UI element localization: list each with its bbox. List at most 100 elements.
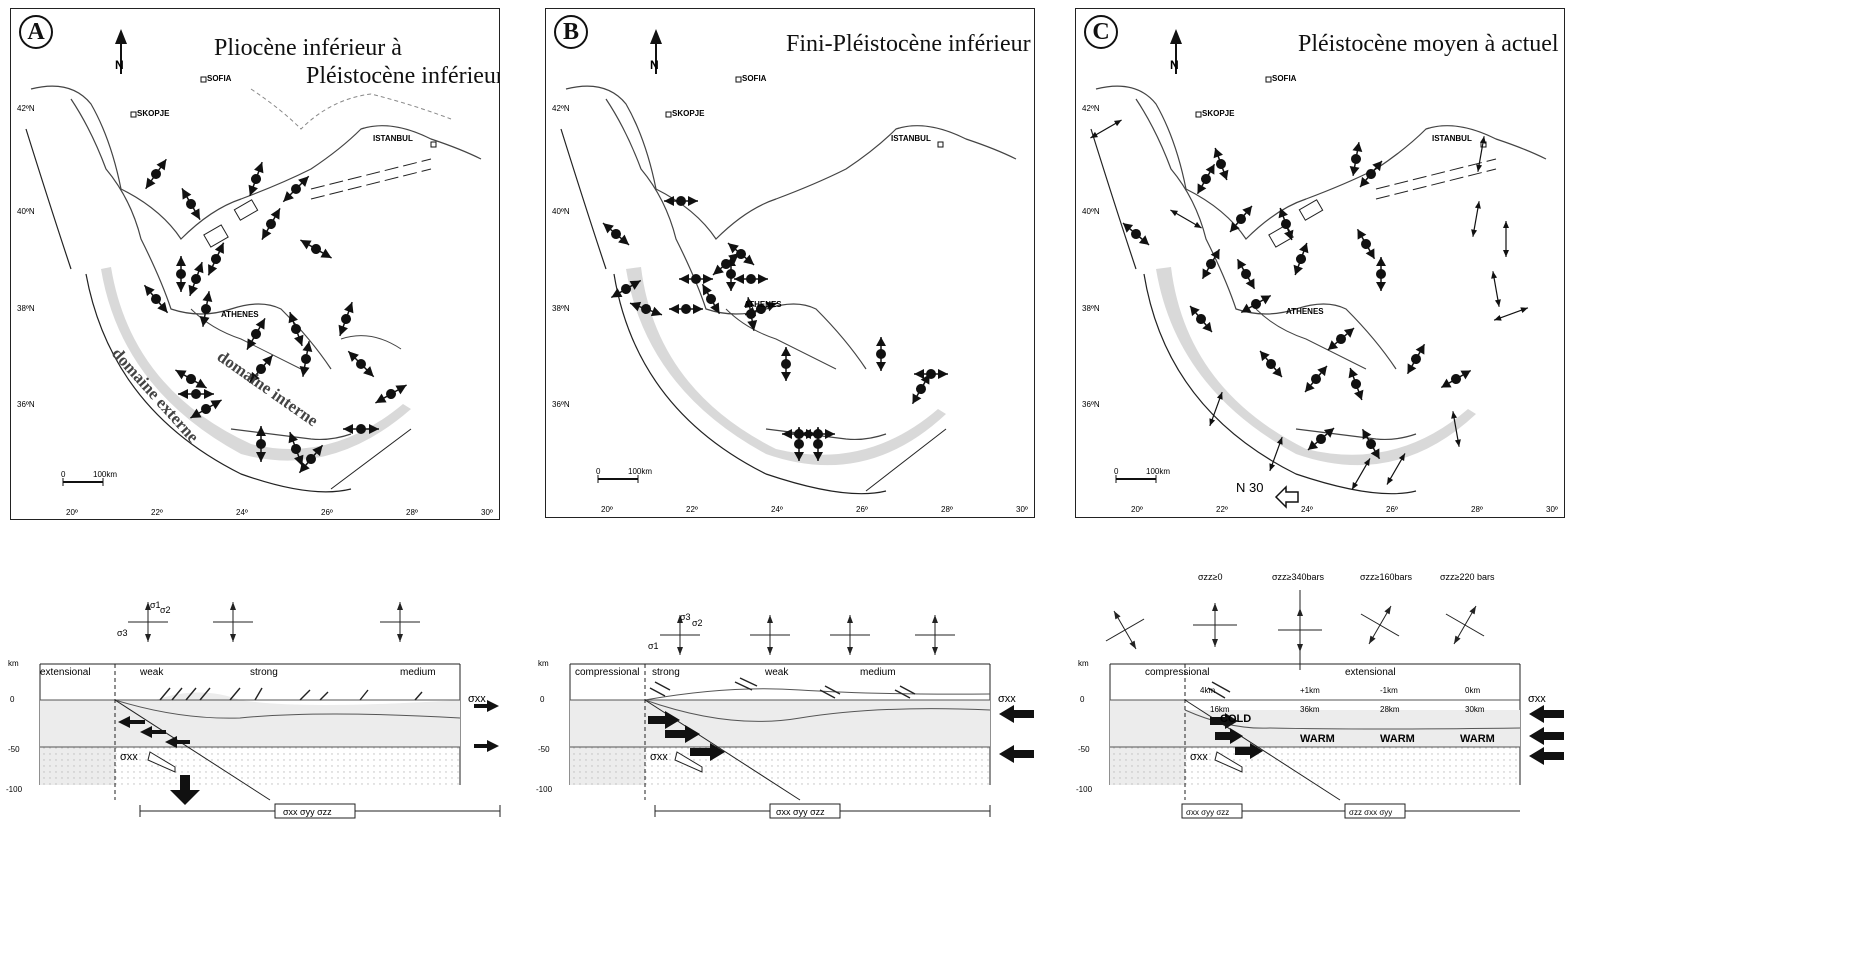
depth-0: 0 bbox=[10, 695, 15, 704]
city-skopje: SKOPJE bbox=[672, 109, 705, 118]
depth-value-8: 30km bbox=[1465, 705, 1485, 714]
cross-section-1: σ1 σ2 σ3 bbox=[0, 560, 520, 960]
depth-value-2: +1km bbox=[1300, 686, 1320, 695]
city-athenes: ATHENES bbox=[1286, 307, 1324, 316]
sigma-xx-left: σxx bbox=[650, 751, 668, 763]
stress-formula: σxx σyy σzz bbox=[1186, 808, 1229, 817]
cross-section-3: compressional extensional σzz≥0 σzz≥340b… bbox=[1070, 560, 1580, 960]
crust-warm-2: WARM bbox=[1380, 733, 1415, 745]
stress-top-1: σzz≥0 bbox=[1198, 572, 1223, 582]
lon-tick-28: 28º bbox=[941, 505, 953, 514]
lat-tick-42: 42ºN bbox=[552, 104, 570, 113]
lon-tick-26: 26º bbox=[1386, 505, 1398, 514]
sigma-xx-right: σxx bbox=[1528, 693, 1546, 705]
regime-medium: medium bbox=[860, 667, 896, 678]
north-label: N bbox=[1170, 58, 1179, 72]
sigma-xx-left: σxx bbox=[120, 751, 138, 763]
scale-length: 100km bbox=[93, 470, 117, 479]
lat-tick-40: 40ºN bbox=[552, 207, 570, 216]
lat-tick-40: 40ºN bbox=[17, 207, 35, 216]
crust-cold: COLD bbox=[1220, 713, 1251, 725]
panel-letter-b: B bbox=[554, 15, 588, 49]
map-a-title-line2: Pléistocène inférieur bbox=[306, 63, 500, 89]
lon-tick-28: 28º bbox=[406, 508, 418, 517]
stress-top-2: σzz≥340bars bbox=[1272, 572, 1325, 582]
sigma3-label: σ3 bbox=[117, 628, 128, 638]
regime-extensional: extensional bbox=[1345, 667, 1396, 678]
n30-label: N 30 bbox=[1236, 480, 1263, 495]
city-sofia: SOFIA bbox=[207, 74, 232, 83]
north-label: N bbox=[115, 58, 124, 72]
city-istanbul: ISTANBUL bbox=[891, 134, 931, 143]
city-istanbul: ISTANBUL bbox=[1432, 134, 1472, 143]
stress-formula: σxx σyy σzz bbox=[776, 807, 825, 817]
map-panel-c: SOFIA SKOPJE ISTANBUL ATHENES 42ºN 40ºN … bbox=[1075, 8, 1565, 518]
km-label: km bbox=[8, 659, 19, 668]
lat-tick-40: 40ºN bbox=[1082, 207, 1100, 216]
depth-100: -100 bbox=[6, 785, 23, 794]
north-label: N bbox=[650, 58, 659, 72]
lat-tick-38: 38ºN bbox=[552, 304, 570, 313]
city-skopje: SKOPJE bbox=[1202, 109, 1235, 118]
lon-tick-22: 22º bbox=[686, 505, 698, 514]
stress-top-3: σzz≥160bars bbox=[1360, 572, 1413, 582]
stress-formula-2: σzz σxx σyy bbox=[1349, 808, 1392, 817]
lat-tick-42: 42ºN bbox=[17, 104, 35, 113]
depth-100: -100 bbox=[536, 785, 553, 794]
regime-strong: strong bbox=[652, 667, 680, 678]
lon-tick-30: 30º bbox=[1546, 505, 1558, 514]
lon-tick-20: 20º bbox=[66, 508, 78, 517]
depth-value-3: -1km bbox=[1380, 686, 1398, 695]
city-istanbul: ISTANBUL bbox=[373, 134, 413, 143]
scale-zero: 0 bbox=[61, 470, 66, 479]
scale-zero: 0 bbox=[596, 467, 601, 476]
panel-letter-a: A bbox=[19, 15, 53, 49]
lon-tick-26: 26º bbox=[321, 508, 333, 517]
panel-letter-c: C bbox=[1084, 15, 1118, 49]
city-athenes: ATHENES bbox=[221, 310, 259, 319]
sigma-xx-right: σxx bbox=[998, 693, 1016, 705]
map-a-drawing: SOFIA SKOPJE ISTANBUL ATHENES 42ºN 40ºN … bbox=[17, 29, 493, 517]
section-1-drawing: σ1 σ2 σ3 bbox=[6, 600, 501, 819]
depth-0: 0 bbox=[1080, 695, 1085, 704]
sigma1-label: σ1 bbox=[150, 600, 161, 610]
regime-weak: weak bbox=[764, 667, 789, 678]
depth-50: -50 bbox=[8, 745, 20, 754]
map-b-title: Fini-Pléistocène inférieur bbox=[786, 31, 1031, 57]
city-sofia: SOFIA bbox=[742, 74, 767, 83]
sigma-xx-right: σxx bbox=[468, 693, 486, 705]
label-domaine-externe: domaine externe bbox=[108, 344, 203, 447]
depth-value-1: 4km bbox=[1200, 686, 1215, 695]
map-b-drawing: SOFIA SKOPJE ISTANBUL ATHENES 42ºN 40ºN … bbox=[552, 29, 1028, 514]
lat-tick-36: 36ºN bbox=[552, 400, 570, 409]
regime-medium: medium bbox=[400, 667, 436, 678]
lon-tick-26: 26º bbox=[856, 505, 868, 514]
map-panel-a: SOFIA SKOPJE ISTANBUL ATHENES 42ºN 40ºN … bbox=[10, 8, 500, 520]
stress-top-4: σzz≥220 bars bbox=[1440, 572, 1495, 582]
depth-value-5: 16km bbox=[1210, 705, 1230, 714]
city-skopje: SKOPJE bbox=[137, 109, 170, 118]
map-c-title: Pléistocène moyen à actuel bbox=[1298, 31, 1559, 57]
lon-tick-22: 22º bbox=[1216, 505, 1228, 514]
km-label: km bbox=[1078, 659, 1089, 668]
depth-value-6: 36km bbox=[1300, 705, 1320, 714]
map-a-title-line1: Pliocène inférieur à bbox=[214, 35, 402, 61]
km-label: km bbox=[538, 659, 549, 668]
scale-length: 100km bbox=[1146, 467, 1170, 476]
scale-zero: 0 bbox=[1114, 467, 1119, 476]
lat-tick-38: 38ºN bbox=[1082, 304, 1100, 313]
lon-tick-30: 30º bbox=[481, 508, 493, 517]
sigma2-label: σ2 bbox=[160, 605, 171, 615]
lat-tick-36: 36ºN bbox=[1082, 400, 1100, 409]
lat-tick-36: 36ºN bbox=[17, 400, 35, 409]
regime-strong: strong bbox=[250, 667, 278, 678]
stress-formula: σxx σyy σzz bbox=[283, 807, 332, 817]
depth-50: -50 bbox=[1078, 745, 1090, 754]
lon-tick-24: 24º bbox=[771, 505, 783, 514]
n30-arrow-icon bbox=[1274, 485, 1299, 509]
lon-tick-20: 20º bbox=[601, 505, 613, 514]
crust-warm-1: WARM bbox=[1300, 733, 1335, 745]
depth-value-7: 28km bbox=[1380, 705, 1400, 714]
regime-extensional: extensional bbox=[40, 667, 91, 678]
depth-100: -100 bbox=[1076, 785, 1093, 794]
